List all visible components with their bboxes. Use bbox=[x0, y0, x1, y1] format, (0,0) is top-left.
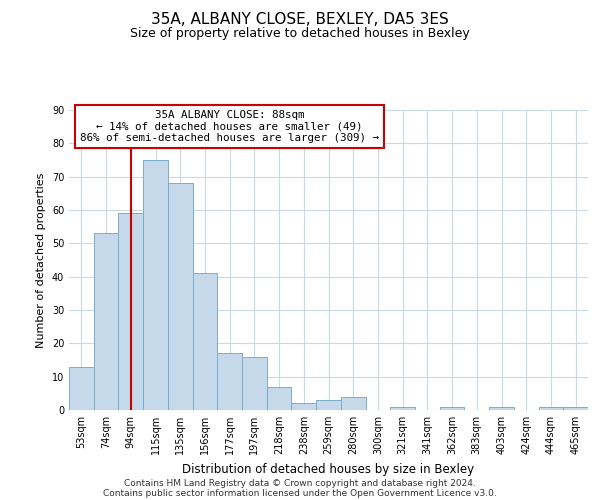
Bar bbox=[69, 366, 94, 410]
X-axis label: Distribution of detached houses by size in Bexley: Distribution of detached houses by size … bbox=[182, 462, 475, 475]
Bar bbox=[539, 406, 563, 410]
Bar bbox=[168, 184, 193, 410]
Bar bbox=[341, 396, 365, 410]
Bar bbox=[217, 354, 242, 410]
Bar bbox=[440, 406, 464, 410]
Bar bbox=[489, 406, 514, 410]
Text: 35A ALBANY CLOSE: 88sqm
← 14% of detached houses are smaller (49)
86% of semi-de: 35A ALBANY CLOSE: 88sqm ← 14% of detache… bbox=[80, 110, 379, 144]
Text: Contains public sector information licensed under the Open Government Licence v3: Contains public sector information licen… bbox=[103, 488, 497, 498]
Bar bbox=[316, 400, 341, 410]
Bar bbox=[143, 160, 168, 410]
Bar bbox=[292, 404, 316, 410]
Bar bbox=[94, 234, 118, 410]
Bar bbox=[193, 274, 217, 410]
Bar bbox=[118, 214, 143, 410]
Bar bbox=[563, 406, 588, 410]
Y-axis label: Number of detached properties: Number of detached properties bbox=[36, 172, 46, 348]
Bar bbox=[267, 386, 292, 410]
Text: Contains HM Land Registry data © Crown copyright and database right 2024.: Contains HM Land Registry data © Crown c… bbox=[124, 478, 476, 488]
Bar bbox=[242, 356, 267, 410]
Text: 35A, ALBANY CLOSE, BEXLEY, DA5 3ES: 35A, ALBANY CLOSE, BEXLEY, DA5 3ES bbox=[151, 12, 449, 28]
Bar bbox=[390, 406, 415, 410]
Text: Size of property relative to detached houses in Bexley: Size of property relative to detached ho… bbox=[130, 28, 470, 40]
